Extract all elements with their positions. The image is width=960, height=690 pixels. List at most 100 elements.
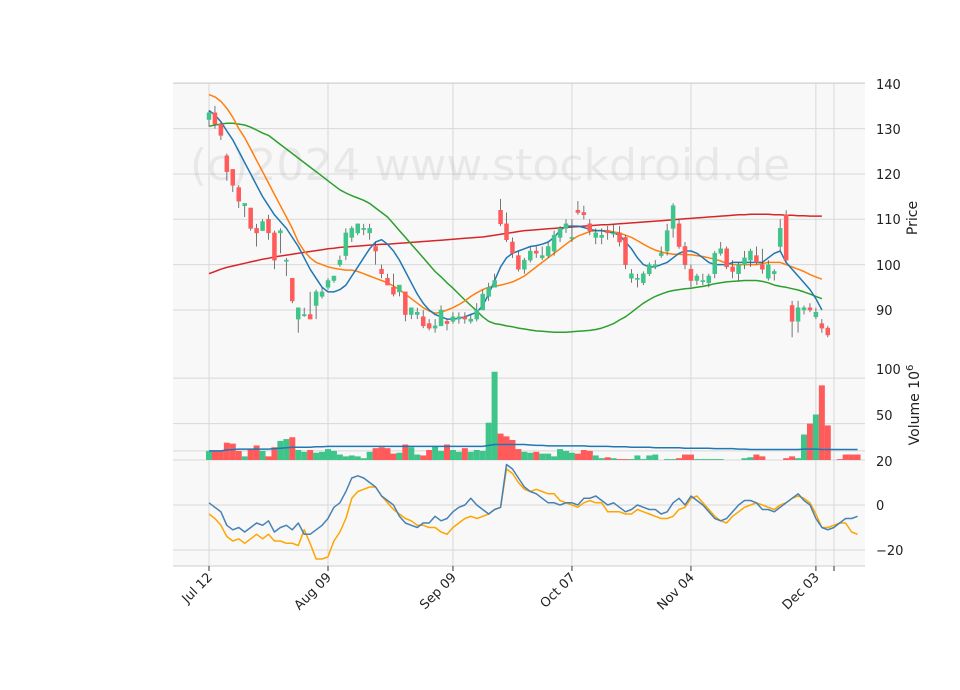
volume-bar <box>652 454 659 460</box>
volume-bar <box>795 458 802 460</box>
candle-body <box>510 241 515 254</box>
date-tick-label: Oct 07 <box>538 570 579 611</box>
candle <box>397 284 402 297</box>
candle-body <box>623 237 628 265</box>
candle <box>284 257 289 276</box>
volume-bar <box>789 456 796 460</box>
volume-bar <box>818 385 825 460</box>
ma-long-line <box>208 122 823 333</box>
candle <box>647 262 652 276</box>
candle <box>611 223 616 238</box>
volume-ma-line <box>209 443 858 452</box>
candle-body <box>551 234 557 252</box>
volume-bar <box>515 449 522 460</box>
candle-body <box>438 309 444 327</box>
volume-bar <box>396 452 403 460</box>
candle-body <box>754 255 759 263</box>
volume-bar <box>223 442 230 460</box>
volume-bar <box>319 451 326 460</box>
volume-tick-label: 20 <box>876 455 893 470</box>
candle-body <box>682 246 688 265</box>
volume-bar <box>563 450 569 460</box>
volume-bar <box>503 436 510 460</box>
candle <box>522 257 527 274</box>
candle <box>730 260 735 279</box>
volume-bar <box>241 456 248 460</box>
candle <box>569 219 575 242</box>
date-tick-label: Sep 09 <box>417 570 460 613</box>
candle <box>462 312 468 324</box>
candle <box>456 312 462 324</box>
volume-bar <box>717 459 724 460</box>
candle <box>539 246 545 261</box>
candle-body <box>325 280 331 288</box>
volume-bar <box>467 451 474 460</box>
candle-body <box>224 155 230 172</box>
volume-bar <box>301 451 308 460</box>
candle-body <box>230 169 236 186</box>
candle <box>236 185 241 208</box>
ma-short-line <box>208 109 823 320</box>
candle <box>813 307 819 320</box>
candle-body <box>284 259 289 262</box>
volume-bar <box>711 459 718 460</box>
volume-bar <box>402 444 409 460</box>
candle <box>635 273 640 288</box>
volume-bar <box>527 452 534 460</box>
volume-bar <box>747 457 754 460</box>
candle <box>516 251 521 272</box>
candle <box>409 307 414 320</box>
volume-bar <box>479 450 486 460</box>
candle-body <box>593 232 598 238</box>
candle <box>379 264 384 279</box>
candle-body <box>307 314 313 320</box>
candle <box>563 219 569 233</box>
volume-bar <box>289 437 296 460</box>
candle-body <box>218 123 224 136</box>
candle-body <box>783 214 789 261</box>
candle <box>498 198 503 227</box>
candle <box>373 241 378 265</box>
candle <box>325 278 331 290</box>
candle-body <box>474 309 479 320</box>
candle-body <box>409 307 414 315</box>
volume-bar <box>271 447 278 460</box>
volume-bar <box>408 447 415 460</box>
candle <box>301 307 307 317</box>
candle <box>754 246 759 265</box>
volume-bar <box>259 450 266 460</box>
candle-body <box>528 250 533 261</box>
volume-bar <box>646 455 653 460</box>
volume-bar <box>265 456 272 460</box>
candle-body <box>450 316 456 322</box>
volume-bar <box>586 450 593 460</box>
candle-body <box>629 273 634 279</box>
candle-body <box>355 223 360 234</box>
candle <box>438 305 444 327</box>
candle <box>528 246 533 263</box>
volume-bar <box>449 449 456 460</box>
candle <box>545 241 551 258</box>
candle-body <box>635 278 640 280</box>
candle-body <box>557 228 563 238</box>
volume-bar <box>693 459 700 460</box>
date-tick-label: Jul 12 <box>179 570 216 607</box>
candle <box>641 271 646 286</box>
volume-bar <box>497 433 504 460</box>
candle <box>670 203 676 238</box>
volume-bar <box>461 448 468 460</box>
candle <box>272 230 277 270</box>
candle-body <box>432 325 438 329</box>
volume-bar <box>390 453 397 460</box>
volume-axis-label: Volume 106 <box>905 365 923 446</box>
candle <box>385 273 390 286</box>
volume-bar <box>366 451 373 460</box>
oscillator-axis: 0 −20 <box>876 499 903 559</box>
candle-body <box>534 250 539 254</box>
volume-bar <box>229 443 236 460</box>
candle <box>450 312 456 324</box>
volume-bar <box>277 440 284 460</box>
candle-body <box>313 291 319 306</box>
volume-bar <box>687 454 694 460</box>
volume-bar <box>360 458 367 460</box>
